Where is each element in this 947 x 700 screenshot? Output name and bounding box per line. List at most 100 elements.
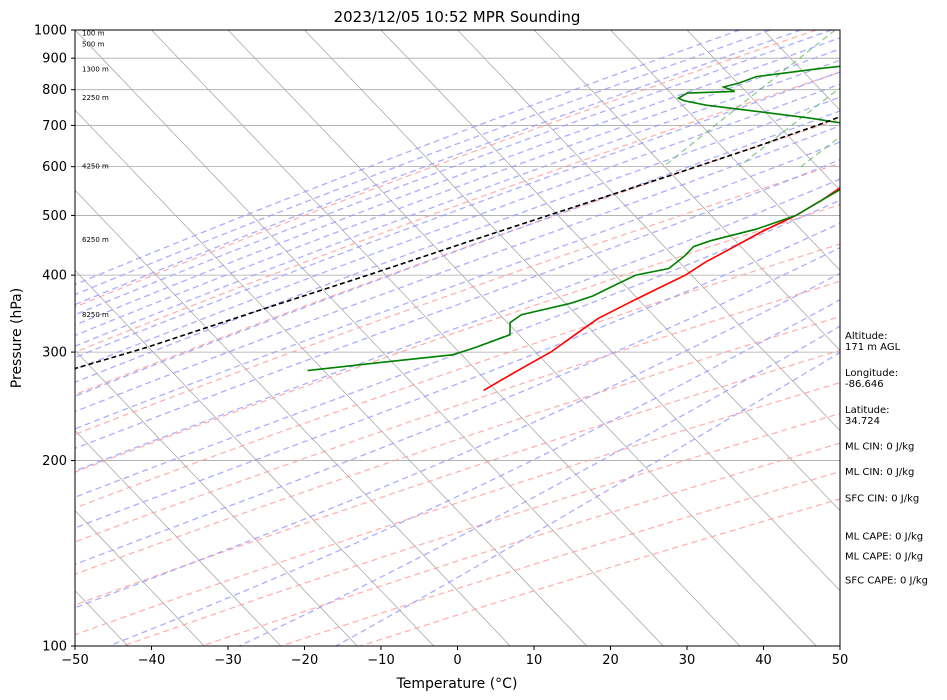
x-axis-ticks: −50 −40 −30 −20 −10 0 10 20 30 40 50 — [61, 646, 848, 668]
moist-adiabat-line — [108, 298, 840, 646]
y-tick-label: 600 — [42, 160, 67, 175]
moist-adiabat-line — [75, 71, 840, 359]
moist-adiabat-line — [75, 30, 771, 296]
x-axis-label: Temperature (°C) — [396, 676, 518, 692]
x-tick-label: −50 — [61, 653, 88, 668]
height-label: 2250 m — [82, 94, 109, 102]
y-tick-label: 400 — [42, 269, 67, 284]
y-axis-ticks: 100 200 300 400 500 600 700 800 900 1000 — [34, 24, 75, 655]
mixing-ratio-line — [800, 135, 840, 168]
y-tick-label: 500 — [42, 209, 67, 224]
sounding-indices: SFC CAPE: 0 J/kg ML CAPE: 0 J/kg ML CAPE: … — [845, 331, 928, 586]
sounding-index-text: Altitude: 171 m AGL — [845, 331, 901, 353]
dry-adiabat-line — [75, 315, 840, 575]
x-tick-label: −20 — [291, 653, 318, 668]
height-label: 4250 m — [82, 162, 109, 170]
height-labels: 8250 m 6250 m 4250 m 2250 m 1300 m 500 m 100 m — [82, 30, 109, 319]
chart-title: 2023/12/05 10:52 MPR Sounding — [334, 8, 581, 26]
sounding-index-text: ML CIN: 0 J/kg — [845, 467, 914, 478]
isotherm-line — [610, 30, 840, 271]
moist-adiabat-line — [75, 30, 802, 306]
sounding-index-line: ML CAPE: 0 J/kg — [845, 551, 923, 562]
sounding-index-line: Latitude: — [845, 405, 890, 416]
isotherm-line — [227, 30, 817, 646]
sounding-index-text: Latitude: 34.724 — [845, 405, 890, 427]
sounding-index-text: ML CIN: 0 J/kg — [845, 442, 914, 453]
sounding-series-line — [75, 115, 840, 370]
isotherm-line — [75, 429, 282, 646]
height-label: 6250 m — [82, 236, 109, 244]
dry-adiabat-line — [75, 162, 840, 436]
moist-adiabat-line — [75, 141, 840, 430]
dry-adiabat-line — [75, 382, 840, 636]
height-label: 8250 m — [82, 311, 109, 319]
moist-adiabat-line — [75, 125, 840, 413]
sounding-index-line: Altitude: — [845, 331, 887, 342]
x-tick-label: 40 — [755, 653, 772, 668]
isotherm-line — [75, 30, 664, 646]
height-label: 1300 m — [82, 65, 109, 73]
moist-adiabat-line — [75, 199, 840, 498]
isotherm-line — [75, 189, 511, 646]
x-tick-label: 10 — [526, 653, 543, 668]
sounding-series-line — [483, 186, 840, 392]
y-tick-label: 200 — [42, 454, 67, 469]
sounding-index-line: Longitude: — [845, 368, 898, 379]
sounding-index-text: SFC CIN: 0 J/kg — [845, 493, 919, 504]
y-tick-label: 700 — [42, 119, 67, 134]
x-tick-label: 20 — [602, 653, 619, 668]
y-tick-label: 900 — [42, 52, 67, 67]
sounding-index-text: SFC CAPE: 0 J/kg — [845, 575, 928, 586]
dry-adiabat-line — [122, 412, 840, 646]
x-tick-label: 30 — [679, 653, 696, 668]
isotherm-line — [75, 269, 435, 646]
sounding-index-text: ML CAPE: 0 J/kg — [845, 531, 923, 542]
sounding-index-line: 171 m AGL — [845, 342, 901, 353]
x-tick-label: 0 — [453, 653, 461, 668]
moist-adiabat-line — [75, 83, 840, 371]
sounding-index-line: ML CAPE: 0 J/kg — [845, 531, 923, 542]
y-tick-label: 800 — [42, 83, 67, 98]
isotherm-line — [151, 30, 741, 646]
sounding-index-line: 34.724 — [845, 416, 880, 427]
x-tick-label: −30 — [214, 653, 241, 668]
moist-adiabat-line — [335, 351, 840, 646]
mixing-ratio-line — [867, 30, 947, 167]
y-tick-label: 1000 — [34, 24, 67, 39]
dry-adiabat-line — [75, 349, 840, 606]
background-lines — [75, 30, 947, 646]
moist-adiabat-line — [75, 59, 840, 347]
isotherm-line — [304, 30, 840, 592]
mixing-ratio-line — [663, 30, 836, 168]
sounding-traces — [75, 65, 840, 392]
isotherm-line — [686, 30, 840, 191]
sounding-index-line: ML CIN: 0 J/kg — [845, 467, 914, 478]
x-tick-label: 50 — [832, 653, 849, 668]
sounding-index-text: Longitude: -86.646 — [845, 368, 898, 390]
isotherm-line — [75, 510, 205, 646]
isotherm-line — [75, 349, 358, 646]
sounding-series-line — [307, 65, 840, 372]
plot-frame — [74, 29, 841, 647]
isotherm-line — [533, 30, 840, 351]
height-label: 100 m — [82, 30, 105, 38]
isotherm-line — [380, 30, 840, 512]
x-tick-label: −10 — [367, 653, 394, 668]
isotherm-line — [457, 30, 840, 432]
moist-adiabat-line — [75, 272, 840, 609]
moist-adiabat-line — [75, 48, 840, 337]
isotherm-line — [75, 109, 588, 646]
dry-adiabat-line — [75, 71, 840, 353]
sounding-index-line: SFC CIN: 0 J/kg — [845, 493, 919, 504]
dry-adiabat-line — [75, 30, 817, 308]
sounding-index-text: ML CAPE: 0 J/kg — [845, 551, 923, 562]
sounding-index-line: SFC CAPE: 0 J/kg — [845, 575, 928, 586]
y-tick-label: 100 — [42, 640, 67, 655]
x-tick-label: −40 — [138, 653, 165, 668]
moist-adiabat-line — [75, 178, 840, 472]
mixing-ratio-line — [925, 30, 947, 167]
moist-adiabat-line — [238, 325, 840, 646]
moist-adiabat-line — [75, 37, 840, 326]
dry-adiabat-line — [75, 204, 840, 473]
